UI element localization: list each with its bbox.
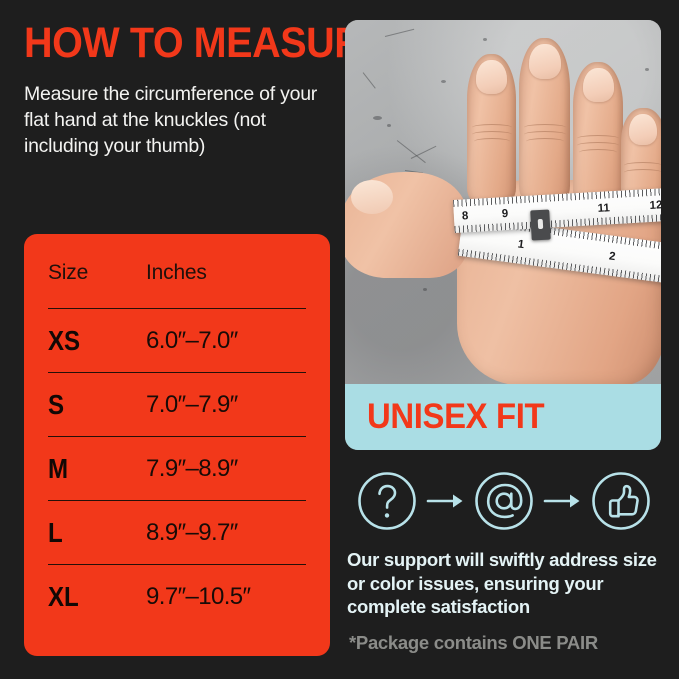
size-label: S [48,388,65,420]
cell-size: S [48,372,147,437]
size-chart-card: Size Inches XS 6.0″–7.0″ S 7.0″–7.9″ M 7… [24,234,330,656]
support-description: Our support will swiftly address size or… [347,549,657,618]
page-title: HOW TO MEASURE? [24,19,412,67]
size-label: L [48,516,63,548]
table-row: S 7.0″–7.9″ [48,372,306,437]
tape-number: 2 [608,250,617,264]
column-header-inches: Inches [146,234,306,309]
size-label: XS [48,324,81,356]
arrow-right-icon [426,490,466,517]
table-row: XL 9.7″–10.5″ [48,565,306,629]
cell-size: XS [48,308,147,373]
table-row: XS 6.0″–7.0″ [48,308,306,373]
cell-size: M [48,436,147,501]
thumbs-up-icon [590,470,652,537]
size-label: M [48,452,69,484]
package-note: *Package contains ONE PAIR [349,632,598,653]
hand-measuring-photo: 1 2 8 9 11 12 [345,20,661,384]
cell-inches: 9.7″–10.5″ [146,565,306,629]
tape-number: 12 [649,199,661,213]
table-row: L 8.9″–9.7″ [48,500,306,565]
tape-clip [530,209,551,241]
support-flow-icons [356,467,652,539]
question-mark-icon [356,470,418,537]
inches-value: 7.9″–8.9″ [146,454,238,482]
measure-instructions: Measure the circumference of your flat h… [24,83,318,158]
table-header-row: Size Inches [48,234,306,309]
tape-number: 9 [501,207,509,221]
tape-number: 11 [597,202,611,215]
cell-inches: 7.9″–8.9″ [146,436,306,501]
table-row: M 7.9″–8.9″ [48,436,306,501]
unisex-fit-band: UNISEX FIT [345,384,661,450]
column-header-size: Size [48,234,147,309]
inches-value: 6.0″–7.0″ [146,326,238,354]
unisex-fit-label: UNISEX FIT [367,397,545,436]
size-label: XL [48,580,79,612]
inches-value: 7.0″–7.9″ [146,390,238,418]
left-column: HOW TO MEASURE? Measure the circumferenc… [24,19,412,160]
tape-number: 1 [516,238,525,252]
cell-inches: 8.9″–9.7″ [146,500,306,565]
cell-size: XL [48,565,146,629]
inches-value: 9.7″–10.5″ [146,582,251,610]
arrow-right-icon [543,490,583,517]
at-sign-icon [473,470,535,537]
cell-inches: 6.0″–7.0″ [146,308,306,373]
tape-number: 8 [461,210,469,223]
cell-inches: 7.0″–7.9″ [146,372,306,437]
inches-value: 8.9″–9.7″ [146,518,238,546]
hand-photo-card: 1 2 8 9 11 12 UNISEX FIT [345,20,661,450]
cell-size: L [48,500,147,565]
size-chart-table: Size Inches XS 6.0″–7.0″ S 7.0″–7.9″ M 7… [48,234,306,628]
